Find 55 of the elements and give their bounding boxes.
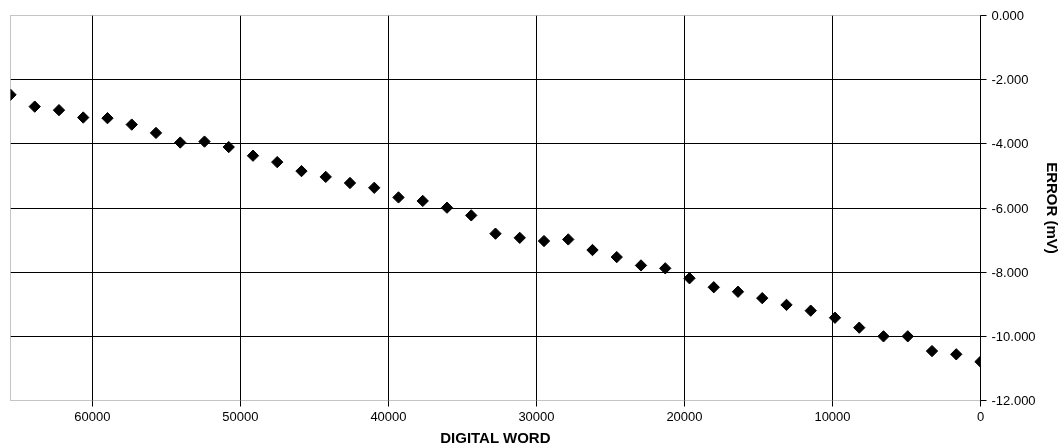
x-tick-label: 0 xyxy=(976,408,985,424)
point xyxy=(804,304,817,317)
point xyxy=(343,176,357,190)
x-tick-label: 10000 xyxy=(814,408,851,424)
point xyxy=(537,234,551,248)
point xyxy=(149,126,163,140)
y-tick-label: -12.000 xyxy=(991,393,1036,408)
point xyxy=(174,136,187,149)
point xyxy=(125,118,138,131)
point xyxy=(877,330,890,343)
point xyxy=(295,164,308,178)
point xyxy=(222,140,235,154)
point xyxy=(901,330,914,343)
point xyxy=(659,262,672,275)
point xyxy=(586,243,599,257)
point xyxy=(489,227,502,240)
y-tick-label: -8.000 xyxy=(991,264,1029,280)
y-tick-label: -6.000 xyxy=(991,200,1029,216)
point xyxy=(440,201,454,214)
point xyxy=(780,298,793,312)
x-axis-title: DIGITAL WORD xyxy=(440,428,551,446)
x-tick-label: 20000 xyxy=(666,408,703,424)
point xyxy=(950,348,963,361)
point xyxy=(610,250,623,264)
point xyxy=(246,149,260,162)
y-tick-label: 0.000 xyxy=(991,8,1025,23)
point xyxy=(392,191,405,204)
y-tick-label: -4.000 xyxy=(991,136,1029,152)
point xyxy=(319,170,332,184)
point xyxy=(683,272,696,285)
x-tick-label: 50000 xyxy=(222,408,259,424)
point xyxy=(52,103,66,117)
point xyxy=(731,285,745,298)
point xyxy=(416,194,429,208)
point xyxy=(77,111,90,124)
point xyxy=(707,281,720,294)
x-tick-label: 40000 xyxy=(370,408,407,424)
point xyxy=(198,135,211,148)
x-tick-label: 30000 xyxy=(518,408,555,424)
point xyxy=(828,311,842,324)
point xyxy=(513,231,526,244)
point xyxy=(853,321,866,334)
point xyxy=(28,100,41,113)
y-tick-label: -2.000 xyxy=(991,72,1029,88)
y-axis-title: ERROR (mV) xyxy=(1043,162,1061,254)
point xyxy=(634,259,648,272)
point xyxy=(465,209,478,222)
point xyxy=(271,155,284,169)
x-tick-label: 60000 xyxy=(74,408,111,424)
point xyxy=(756,292,769,305)
point xyxy=(562,233,575,246)
point xyxy=(368,181,381,194)
point xyxy=(101,112,114,125)
point xyxy=(925,344,939,358)
y-tick-label: -10.000 xyxy=(991,328,1036,344)
